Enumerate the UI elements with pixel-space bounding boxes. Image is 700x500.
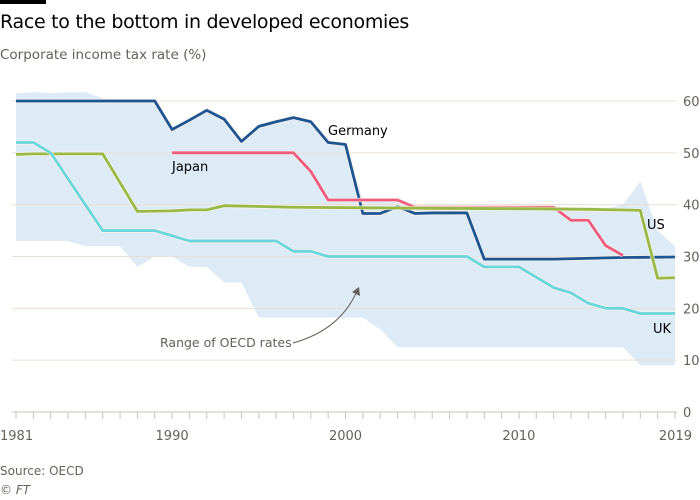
oecd-range-area	[16, 92, 675, 366]
series-line-us	[15, 152, 676, 280]
x-tick-label: 2000	[329, 429, 362, 444]
annotation-arrowhead	[352, 287, 360, 296]
series-line-uk	[16, 141, 675, 315]
y-tick-label: 30	[683, 251, 700, 266]
series-label-japan: Japan	[171, 160, 208, 175]
source-note: Source: OECD	[0, 464, 84, 478]
y-tick-label: 50	[683, 147, 700, 162]
series-label-us: US	[647, 218, 665, 233]
copyright-note: © FT	[0, 483, 31, 497]
y-tick-label: 10	[683, 354, 700, 369]
x-tick-label: 2010	[502, 429, 535, 444]
series-label-germany: Germany	[328, 124, 388, 139]
series-label-uk: UK	[653, 322, 672, 337]
y-tick-label: 40	[683, 199, 700, 214]
series-line-germany	[16, 99, 676, 261]
range-annotation: Range of OECD rates	[160, 335, 292, 350]
x-tick-label: 2019	[659, 429, 692, 444]
annotation-arrow	[292, 290, 358, 344]
y-tick-label: 20	[683, 302, 700, 317]
x-tick-label: 1990	[156, 429, 189, 444]
chart-subtitle: Corporate income tax rate (%)	[0, 47, 207, 63]
chart-title: Race to the bottom in developed economie…	[0, 11, 409, 33]
y-tick-label: 60	[683, 95, 700, 110]
ft-brand-bar	[0, 0, 46, 4]
x-tick-label: 1981	[0, 429, 33, 444]
y-tick-label: 0	[683, 406, 691, 421]
chart: 0 10 20 30 40 50 60 1981 1990 2000 2010 2019 German…	[0, 92, 700, 444]
